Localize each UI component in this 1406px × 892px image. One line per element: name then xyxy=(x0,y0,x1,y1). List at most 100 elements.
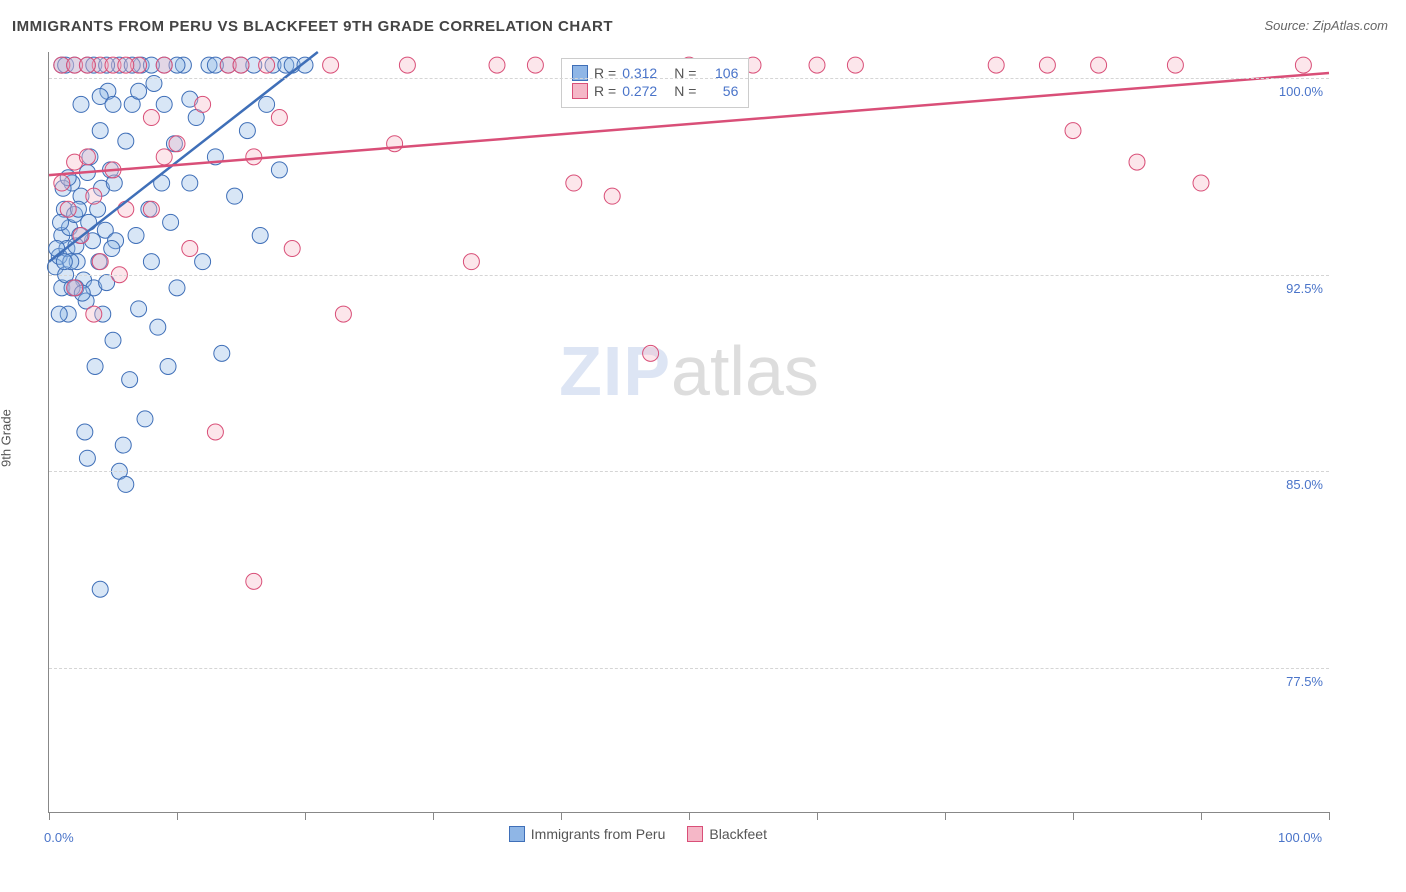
data-point xyxy=(323,57,339,73)
data-point xyxy=(92,581,108,597)
data-point xyxy=(259,96,275,112)
data-point xyxy=(259,57,275,73)
x-tick xyxy=(817,812,818,820)
data-point xyxy=(387,136,403,152)
data-point xyxy=(182,241,198,257)
data-point xyxy=(118,57,134,73)
data-point xyxy=(79,149,95,165)
x-tick xyxy=(1201,812,1202,820)
legend-row: R = 0.272 N = 56 xyxy=(572,83,738,99)
data-point xyxy=(271,162,287,178)
legend-correlation: R =0.312N =106R =0.272N =56 xyxy=(561,58,749,108)
x-tick xyxy=(49,812,50,820)
data-point xyxy=(1167,57,1183,73)
gridline xyxy=(49,78,1329,79)
data-point xyxy=(988,57,1004,73)
gridline xyxy=(49,471,1329,472)
x-tick xyxy=(177,812,178,820)
data-point xyxy=(271,110,287,126)
data-point xyxy=(195,254,211,270)
data-point xyxy=(156,149,172,165)
data-point xyxy=(1129,154,1145,170)
legend-swatch-icon xyxy=(509,826,525,842)
data-point xyxy=(195,96,211,112)
data-point xyxy=(86,306,102,322)
data-point xyxy=(131,83,147,99)
legend-n-label: N = xyxy=(674,83,696,99)
x-tick-label: 0.0% xyxy=(44,830,74,845)
plot-area: ZIPatlas R =0.312N =106R =0.272N =56 100… xyxy=(48,52,1329,813)
data-point xyxy=(143,201,159,217)
data-point xyxy=(131,301,147,317)
x-tick xyxy=(561,812,562,820)
data-point xyxy=(809,57,825,73)
data-point xyxy=(67,280,83,296)
data-point xyxy=(1295,57,1311,73)
y-axis-label: 9th Grade xyxy=(0,409,14,467)
data-point xyxy=(566,175,582,191)
legend-swatch-icon xyxy=(572,83,588,99)
data-point xyxy=(239,123,255,139)
data-point xyxy=(143,110,159,126)
data-point xyxy=(56,254,72,270)
data-point xyxy=(73,96,89,112)
data-point xyxy=(489,57,505,73)
data-point xyxy=(643,345,659,361)
data-point xyxy=(227,188,243,204)
data-point xyxy=(156,57,172,73)
data-point xyxy=(1065,123,1081,139)
legend-item: Blackfeet xyxy=(687,826,767,842)
data-point xyxy=(246,573,262,589)
legend-r-label: R = xyxy=(594,83,616,99)
data-point xyxy=(79,57,95,73)
gridline xyxy=(49,668,1329,669)
data-point xyxy=(51,306,67,322)
data-point xyxy=(214,345,230,361)
data-point xyxy=(463,254,479,270)
y-tick-label: 77.5% xyxy=(1286,674,1323,689)
data-point xyxy=(54,175,70,191)
legend-series: Immigrants from Peru Blackfeet xyxy=(509,826,767,842)
data-point xyxy=(122,372,138,388)
x-tick xyxy=(1329,812,1330,820)
data-point xyxy=(169,280,185,296)
data-point xyxy=(118,476,134,492)
x-tick xyxy=(433,812,434,820)
data-point xyxy=(1039,57,1055,73)
data-point xyxy=(79,450,95,466)
data-point xyxy=(284,241,300,257)
legend-r-value: 0.272 xyxy=(622,83,668,99)
data-point xyxy=(163,214,179,230)
legend-item: Immigrants from Peru xyxy=(509,826,666,842)
data-point xyxy=(118,201,134,217)
data-point xyxy=(150,319,166,335)
data-point xyxy=(87,358,103,374)
legend-series-label: Blackfeet xyxy=(709,826,767,842)
data-point xyxy=(86,188,102,204)
data-point xyxy=(104,241,120,257)
data-point xyxy=(160,358,176,374)
data-point xyxy=(60,201,76,217)
chart-container: 9th Grade ZIPatlas R =0.312N =106R =0.27… xyxy=(0,42,1406,892)
data-point xyxy=(128,227,144,243)
y-tick-label: 100.0% xyxy=(1279,84,1323,99)
data-point xyxy=(92,123,108,139)
page-title: IMMIGRANTS FROM PERU VS BLACKFEET 9TH GR… xyxy=(12,18,613,35)
legend-swatch-icon xyxy=(687,826,703,842)
data-point xyxy=(246,149,262,165)
x-tick-label: 100.0% xyxy=(1278,830,1322,845)
data-point xyxy=(527,57,543,73)
data-point xyxy=(1091,57,1107,73)
data-point xyxy=(169,136,185,152)
data-point xyxy=(207,424,223,440)
data-point xyxy=(252,227,268,243)
gridline xyxy=(49,275,1329,276)
data-point xyxy=(143,254,159,270)
data-point xyxy=(1193,175,1209,191)
data-point xyxy=(105,332,121,348)
legend-n-value: 56 xyxy=(702,83,738,99)
x-tick xyxy=(1073,812,1074,820)
data-point xyxy=(115,437,131,453)
source-label: Source: ZipAtlas.com xyxy=(1264,18,1388,33)
y-tick-label: 85.0% xyxy=(1286,477,1323,492)
